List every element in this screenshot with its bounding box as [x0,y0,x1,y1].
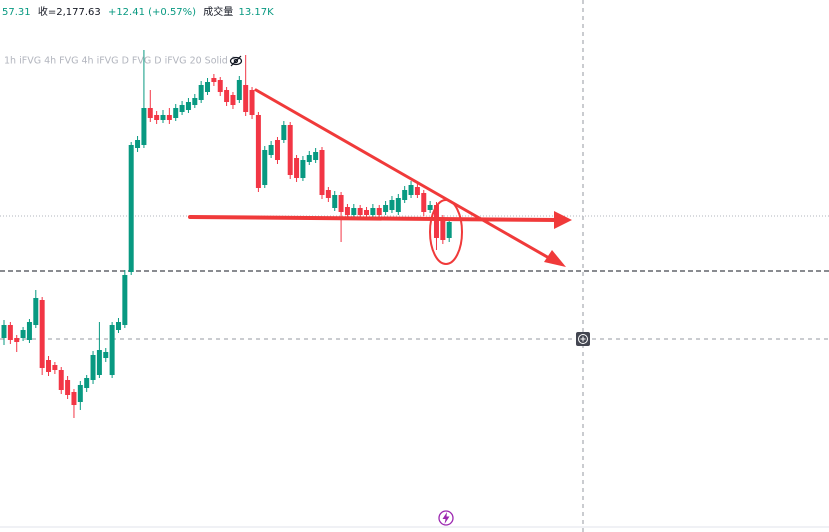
candle-body [20,330,26,338]
candle-body [173,108,179,118]
candle-body [383,205,389,212]
candle-body [135,140,141,148]
candle-body [217,80,223,92]
candle-body [230,95,236,105]
candle-body [357,208,363,215]
candle-body [249,90,255,115]
header-text: 57.31 收=2,177.63 +12.41 (+0.57%) 成交量 13.… [2,5,274,18]
candle-body [166,115,172,120]
candle-body [414,187,420,195]
candle-body [427,205,433,210]
candle-body [281,125,287,140]
arrow-head [544,250,566,267]
hide-icon[interactable] [229,55,243,67]
trend-line [254,88,558,264]
candle-body [243,85,249,112]
candle-body [224,90,230,102]
header-close: 收=2,177.63 [38,5,101,18]
candle-body [351,208,357,215]
candle-body [255,115,261,188]
candle-body [376,208,382,215]
header-value: 57.31 [2,7,31,18]
candle-body [1,325,7,338]
candle-body [205,82,211,92]
candle-body [7,325,13,340]
candle-body [433,205,439,238]
header-volume: 13.17K [238,7,274,18]
candle-body [90,355,96,380]
candle-body [440,218,446,240]
candle-body [364,210,370,215]
candle-body [103,352,109,358]
candle-body [313,152,319,160]
candle-body [128,145,134,272]
candle-body [325,190,331,198]
lightning-button[interactable] [438,510,454,526]
candle-body [344,207,350,215]
candle-body [115,322,121,330]
annotations [188,88,572,267]
candle-body [179,105,185,112]
candle-body [46,360,52,372]
candle-body [65,380,71,395]
arrow-head [554,211,572,229]
candle-body [109,325,115,375]
candle-body [211,78,217,82]
candle-body [421,193,427,212]
candle-body [33,298,39,325]
candle-body [389,200,395,210]
candle-body [332,195,338,208]
candle-body [52,365,58,370]
candle-body [287,125,293,175]
candle-body [268,145,274,155]
candle-body [71,392,77,405]
candle-body [26,322,32,340]
candle-body [39,300,45,368]
candle-body [294,158,300,178]
support-line [188,215,560,222]
candle-body [370,208,376,215]
header-change: +12.41 (+0.57%) [108,7,196,18]
header-volume-label: 成交量 [203,5,233,18]
candle-body [58,370,64,390]
candle-body [236,80,242,100]
candle-body [274,140,280,160]
candle-body [96,350,102,375]
candle-body [338,195,344,212]
candle-body [262,150,268,185]
candle-body [395,198,401,212]
candle-body [319,150,325,195]
candle-body [300,160,306,178]
candle-body [306,155,312,162]
add-button[interactable] [576,332,590,346]
candle-body [192,98,198,105]
candle-body [402,190,408,200]
candle-body [77,385,83,402]
highlight-ellipse [429,199,463,265]
candles [1,50,452,418]
candle-body [160,115,166,120]
candle-body [185,102,191,110]
candle-body [408,185,414,195]
indicator-legend: 1h iFVG 4h FVG 4h iFVG D FVG D iFVG 20 S… [4,56,237,67]
candle-body [147,108,153,118]
candle-body [198,85,204,100]
candle-body [84,378,90,388]
candle-body [122,275,128,325]
candle-body [141,108,147,145]
candle-body [154,115,160,120]
candle-body [14,338,20,342]
candle-body [446,222,452,238]
